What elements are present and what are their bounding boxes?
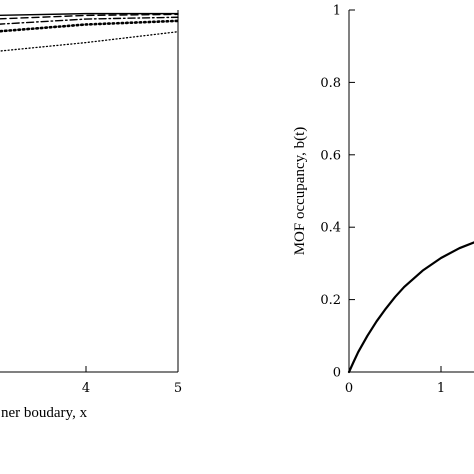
- left-series-2-line: [0, 13, 179, 20]
- left-x-tick-label: 4: [82, 381, 90, 396]
- right-x-tick-label: 0: [345, 381, 353, 396]
- right-y-tick-label: 1: [333, 4, 341, 19]
- right-plot-ticks: 0 0.2 0.4 0.6 0.8 1 0 1: [320, 4, 445, 397]
- right-plot-y-axis-label: MOF occupancy, b(t): [292, 127, 308, 256]
- left-x-tick-label: 5: [174, 381, 182, 396]
- left-plot-series: [0, 12, 180, 52]
- right-y-tick-label: 0.6: [320, 148, 341, 163]
- right-series-1-line: [347, 241, 474, 374]
- right-y-tick-label: 0.4: [320, 221, 341, 236]
- left-series-4-line: [0, 19, 180, 33]
- right-plot-series: [347, 241, 474, 374]
- right-plot: 0 0.2 0.4 0.6 0.8 1 0 1 MOF occupancy, b(t): [292, 4, 474, 397]
- left-series-1-line: [0, 12, 179, 17]
- right-y-tick-label: 0.8: [320, 76, 341, 91]
- left-series-5-line: [0, 31, 179, 52]
- right-y-tick-label: 0: [333, 366, 341, 381]
- right-x-tick-label: 1: [437, 381, 445, 396]
- left-plot-x-axis-label: ner boudary, x: [1, 405, 88, 421]
- left-series-3-line: [0, 16, 179, 25]
- right-y-tick-label: 0.2: [320, 293, 341, 308]
